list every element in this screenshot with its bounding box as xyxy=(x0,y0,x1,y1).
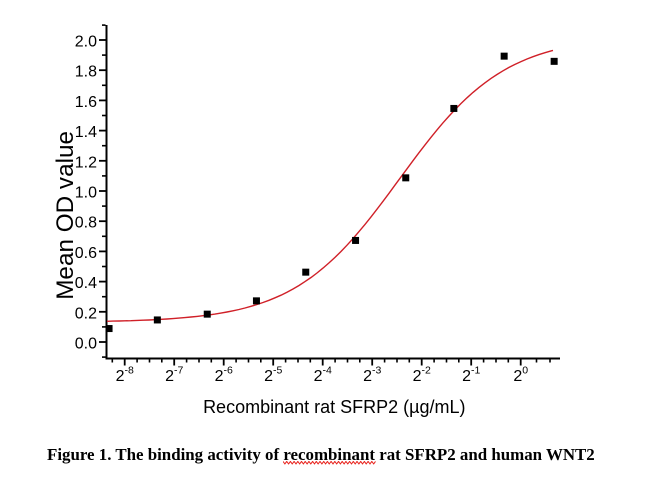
svg-text:0.6: 0.6 xyxy=(75,245,97,262)
svg-text:2-6: 2-6 xyxy=(215,365,233,386)
svg-text:1.6: 1.6 xyxy=(75,94,97,111)
svg-text:0.2: 0.2 xyxy=(75,305,97,322)
svg-text:20: 20 xyxy=(513,365,528,386)
svg-text:2.0: 2.0 xyxy=(75,34,97,51)
svg-text:2-3: 2-3 xyxy=(363,365,381,386)
svg-text:2-4: 2-4 xyxy=(314,365,332,386)
svg-text:Recombinant rat SFRP2 (µg/mL): Recombinant rat SFRP2 (µg/mL) xyxy=(203,397,465,417)
svg-text:1.0: 1.0 xyxy=(75,185,97,202)
svg-text:0.4: 0.4 xyxy=(75,275,97,292)
svg-text:2-7: 2-7 xyxy=(165,365,183,386)
svg-text:1.4: 1.4 xyxy=(75,124,97,141)
svg-text:2-1: 2-1 xyxy=(462,365,480,386)
svg-text:0.8: 0.8 xyxy=(75,215,97,232)
svg-text:2-8: 2-8 xyxy=(116,365,134,386)
svg-text:1.2: 1.2 xyxy=(75,154,97,171)
svg-text:Mean OD value: Mean OD value xyxy=(52,131,79,300)
svg-text:1.8: 1.8 xyxy=(75,64,97,81)
svg-text:2-2: 2-2 xyxy=(413,365,431,386)
svg-text:2-5: 2-5 xyxy=(264,365,282,386)
svg-text:0.0: 0.0 xyxy=(75,336,97,353)
